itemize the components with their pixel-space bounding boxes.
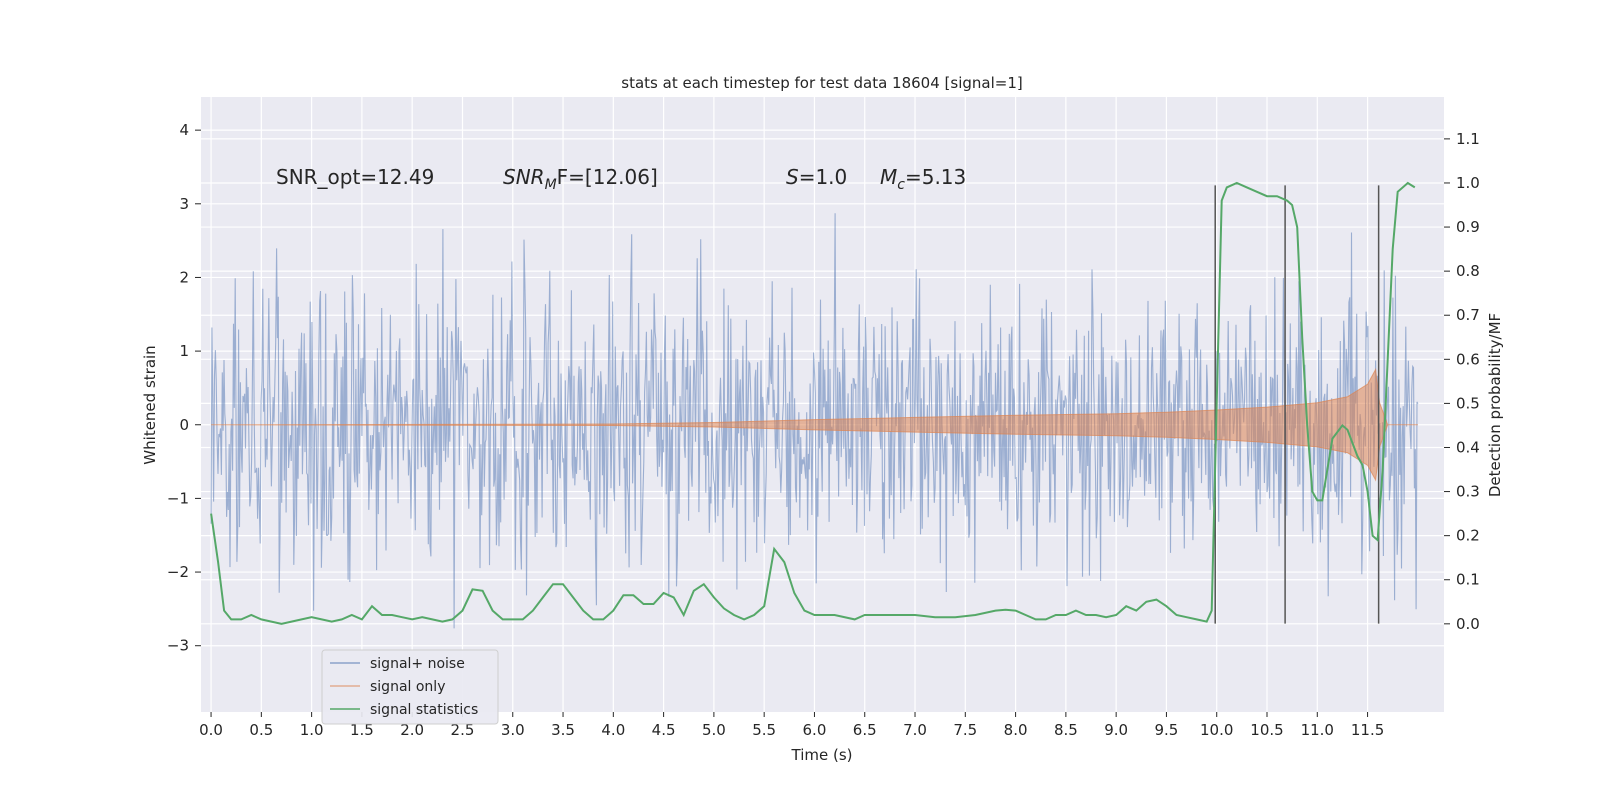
series-signal-only — [211, 367, 1418, 482]
annotation-snr-opt: SNR_opt=12.49 — [276, 165, 434, 189]
y-right-tick-label: 0.0 — [1456, 615, 1480, 633]
x-tick-label: 8.5 — [1054, 721, 1078, 739]
x-tick-label: 3.0 — [501, 721, 525, 739]
x-tick-label: 1.5 — [350, 721, 374, 739]
y-left-tick-label: 4 — [179, 121, 189, 139]
y-axis-left-label: Whitened strain — [141, 345, 159, 464]
x-tick-label: 10.0 — [1200, 721, 1233, 739]
annotation-mc: Mc=5.13 — [880, 165, 966, 193]
y-axis-right-label: Detection probability/MF — [1486, 313, 1504, 497]
y-axis-left: −3 −2 −1 0 1 2 3 4 — [167, 121, 201, 655]
y-axis-right: 0.0 0.1 0.2 0.3 0.4 0.5 0.6 0.7 0.8 0.9 1.0 1.1 — [1444, 130, 1480, 633]
y-right-tick-label: 0.1 — [1456, 571, 1480, 589]
y-left-tick-label: −1 — [167, 489, 189, 507]
x-tick-label: 10.5 — [1250, 721, 1283, 739]
y-right-tick-label: 0.3 — [1456, 483, 1480, 501]
x-tick-label: 0.0 — [199, 721, 223, 739]
series-signal-statistics — [210, 181, 1416, 625]
x-tick-label: 2.0 — [400, 721, 424, 739]
y-left-tick-label: −2 — [167, 563, 189, 581]
x-tick-label: 0.5 — [249, 721, 273, 739]
y-right-tick-label: 0.8 — [1456, 262, 1480, 280]
legend-label-signal-noise: signal+ noise — [370, 656, 465, 672]
x-tick-label: 4.5 — [652, 721, 676, 739]
y-right-tick-label: 0.6 — [1456, 350, 1480, 368]
x-tick-label: 9.5 — [1155, 721, 1179, 739]
chart-title: stats at each timestep for test data 186… — [621, 74, 1022, 92]
y-right-tick-label: 1.0 — [1456, 174, 1480, 192]
legend-label-signal-statistics: signal statistics — [370, 702, 478, 718]
annotations: SNR_opt=12.49 SNRMF=[12.06] S=1.0 Mc=5.1… — [276, 165, 966, 193]
y-left-tick-label: 1 — [179, 342, 189, 360]
y-left-tick-label: 2 — [179, 268, 189, 286]
x-tick-label: 11.0 — [1301, 721, 1334, 739]
x-tick-label: 7.0 — [903, 721, 927, 739]
y-left-tick-label: 3 — [179, 195, 189, 213]
x-tick-label: 2.5 — [451, 721, 475, 739]
x-tick-label: 3.5 — [551, 721, 575, 739]
x-tick-label: 11.5 — [1351, 721, 1384, 739]
legend-box — [321, 649, 499, 725]
x-tick-label: 7.5 — [953, 721, 977, 739]
annotation-s: S=1.0 — [786, 165, 847, 189]
x-tick-label: 5.0 — [702, 721, 726, 739]
x-tick-label: 9.0 — [1104, 721, 1128, 739]
data-layer — [210, 181, 1419, 629]
x-tick-label: 6.5 — [853, 721, 877, 739]
x-axis-label: Time (s) — [791, 746, 853, 764]
y-right-tick-label: 0.2 — [1456, 527, 1480, 545]
x-axis: 0.0 0.5 1.0 1.5 2.0 2.5 3.0 3.5 4.0 4.5 5.0 5.5 6.0 6… — [199, 712, 1384, 739]
y-left-tick-label: −3 — [167, 637, 189, 655]
y-right-tick-label: 1.1 — [1456, 130, 1480, 148]
x-tick-label: 4.0 — [601, 721, 625, 739]
x-tick-label: 1.0 — [300, 721, 324, 739]
legend-label-signal-only: signal only — [370, 679, 445, 695]
x-tick-label: 8.0 — [1004, 721, 1028, 739]
annotation-snr-mf: SNRMF=[12.06] — [503, 165, 658, 193]
y-left-tick-label: 0 — [179, 416, 189, 434]
y-right-tick-label: 0.4 — [1456, 438, 1480, 456]
y-right-tick-label: 0.5 — [1456, 394, 1480, 412]
y-right-tick-label: 0.9 — [1456, 218, 1480, 236]
x-tick-label: 5.5 — [752, 721, 776, 739]
y-right-tick-label: 0.7 — [1456, 306, 1480, 324]
x-tick-label: 6.0 — [803, 721, 827, 739]
legend: signal+ noise signal only signal statist… — [321, 649, 499, 725]
